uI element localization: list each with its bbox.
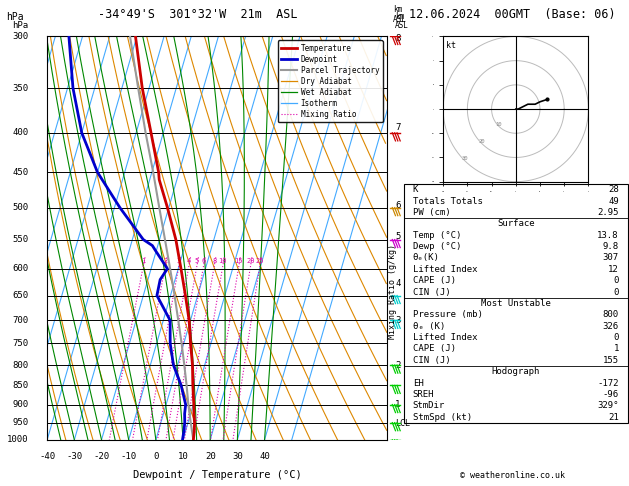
Text: SREH: SREH [413,390,434,399]
Text: 6: 6 [395,201,401,210]
Text: 8: 8 [212,258,216,264]
Text: 3: 3 [395,316,401,325]
Text: PW (cm): PW (cm) [413,208,450,217]
Text: 28: 28 [608,185,619,194]
Text: -40: -40 [39,452,55,461]
Text: 1: 1 [395,400,401,409]
Text: 1: 1 [142,258,145,264]
Text: 155: 155 [603,356,619,365]
Text: -20: -20 [94,452,109,461]
Text: 4: 4 [395,279,401,289]
Text: Lifted Index: Lifted Index [413,265,477,274]
Text: -10: -10 [121,452,136,461]
Text: km
ASL: km ASL [393,5,407,24]
Text: 900: 900 [13,400,28,409]
Text: -30: -30 [66,452,82,461]
Text: km
ASL: km ASL [395,12,409,31]
Text: 7: 7 [395,123,401,132]
Text: LCL: LCL [395,419,410,428]
Text: 0: 0 [613,333,619,342]
Text: Hodograph: Hodograph [492,367,540,376]
Text: K: K [413,185,418,194]
Text: 40: 40 [259,452,270,461]
Text: 3: 3 [177,258,181,264]
Text: Surface: Surface [497,219,535,228]
Text: 500: 500 [13,203,28,212]
Text: 450: 450 [13,168,28,177]
Text: CAPE (J): CAPE (J) [413,276,456,285]
Text: 15: 15 [235,258,243,264]
Text: 6: 6 [201,258,206,264]
Text: 1: 1 [613,345,619,353]
Text: StmSpd (kt): StmSpd (kt) [413,413,472,422]
Text: 800: 800 [13,361,28,369]
Text: 600: 600 [13,264,28,273]
Text: 1000: 1000 [7,435,28,444]
Text: 2: 2 [163,258,167,264]
Text: 950: 950 [13,418,28,427]
Text: 20: 20 [479,139,485,144]
Text: 650: 650 [13,291,28,300]
Text: 550: 550 [13,235,28,244]
Text: EH: EH [413,379,423,387]
Text: -96: -96 [603,390,619,399]
Legend: Temperature, Dewpoint, Parcel Trajectory, Dry Adiabat, Wet Adiabat, Isotherm, Mi: Temperature, Dewpoint, Parcel Trajectory… [277,40,383,122]
Text: 5: 5 [395,232,401,241]
Text: 8: 8 [395,34,401,43]
Text: 20: 20 [205,452,216,461]
Text: 12: 12 [608,265,619,274]
Text: 13.8: 13.8 [598,231,619,240]
Text: 5: 5 [195,258,199,264]
Text: 0: 0 [153,452,159,461]
Text: Mixing Ratio (g/kg): Mixing Ratio (g/kg) [388,244,397,339]
Text: 329°: 329° [598,401,619,410]
Text: Totals Totals: Totals Totals [413,197,482,206]
Text: CIN (J): CIN (J) [413,356,450,365]
Text: 10: 10 [496,122,502,127]
Text: θₑ(K): θₑ(K) [413,254,440,262]
Text: 850: 850 [13,381,28,390]
Text: 326: 326 [603,322,619,330]
Text: StmDir: StmDir [413,401,445,410]
Text: CAPE (J): CAPE (J) [413,345,456,353]
Text: 10: 10 [219,258,227,264]
Text: CIN (J): CIN (J) [413,288,450,296]
Text: 0: 0 [613,276,619,285]
Text: 10: 10 [177,452,189,461]
Text: Dewp (°C): Dewp (°C) [413,242,461,251]
Text: 350: 350 [13,84,28,93]
Text: 25: 25 [255,258,264,264]
Text: 400: 400 [13,128,28,138]
Text: -172: -172 [598,379,619,387]
Text: 2: 2 [395,361,401,369]
Text: 750: 750 [13,339,28,348]
Text: 307: 307 [603,254,619,262]
Text: Lifted Index: Lifted Index [413,333,477,342]
Text: 49: 49 [608,197,619,206]
Text: Temp (°C): Temp (°C) [413,231,461,240]
Text: kt: kt [446,41,456,50]
Text: hPa: hPa [13,21,28,31]
Text: 2.95: 2.95 [598,208,619,217]
Text: θₑ (K): θₑ (K) [413,322,445,330]
Text: 0: 0 [613,288,619,296]
Text: Dewpoint / Temperature (°C): Dewpoint / Temperature (°C) [133,470,301,480]
Text: 300: 300 [13,32,28,41]
Text: © weatheronline.co.uk: © weatheronline.co.uk [460,471,565,480]
Text: Most Unstable: Most Unstable [481,299,551,308]
Text: 20: 20 [247,258,255,264]
Text: Pressure (mb): Pressure (mb) [413,311,482,319]
Text: 4: 4 [187,258,191,264]
Text: 700: 700 [13,316,28,325]
Text: 12.06.2024  00GMT  (Base: 06): 12.06.2024 00GMT (Base: 06) [409,8,616,21]
Text: 9.8: 9.8 [603,242,619,251]
Text: 30: 30 [462,156,468,161]
Text: 30: 30 [232,452,243,461]
Text: hPa: hPa [6,12,24,22]
Text: 21: 21 [608,413,619,422]
Text: -34°49'S  301°32'W  21m  ASL: -34°49'S 301°32'W 21m ASL [98,8,298,21]
Text: 800: 800 [603,311,619,319]
